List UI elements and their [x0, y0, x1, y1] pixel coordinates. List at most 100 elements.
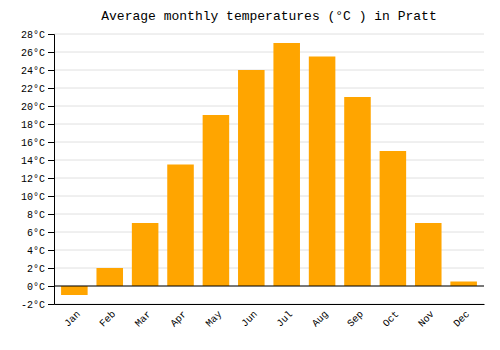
x-tick: Sep	[345, 309, 366, 330]
x-tick: Oct	[381, 309, 402, 330]
y-tick: 0°C	[27, 282, 54, 293]
y-tick-mark	[48, 52, 54, 53]
grid-line	[54, 142, 484, 143]
y-tick: 12°C	[21, 174, 54, 185]
bar	[450, 282, 477, 287]
bar	[203, 115, 230, 286]
y-tick: 6°C	[27, 228, 54, 239]
y-tick-label: 0°C	[27, 282, 45, 293]
bar	[415, 223, 442, 286]
grid-line	[54, 70, 484, 71]
grid-line	[54, 34, 484, 35]
y-tick: 28°C	[21, 30, 54, 41]
grid-line	[54, 106, 484, 107]
y-tick-label: 16°C	[21, 138, 45, 149]
y-tick-mark	[48, 214, 54, 215]
x-tick-label: Nov	[416, 309, 437, 330]
y-tick-mark	[48, 34, 54, 35]
x-axis: Jan Feb Mar Apr May Jun Jul Aug Sep Oct Nov Dec	[55, 305, 485, 330]
y-tick: 14°C	[21, 156, 54, 167]
y-tick: 2°C	[27, 264, 54, 275]
y-tick-mark	[48, 88, 54, 89]
x-tick: Jan	[62, 309, 83, 330]
y-tick-label: 20°C	[21, 102, 45, 113]
x-tick-label: May	[204, 309, 225, 330]
x-axis-line	[55, 304, 485, 305]
zero-line	[54, 285, 484, 286]
y-tick: 20°C	[21, 102, 54, 113]
x-tick: Nov	[416, 309, 437, 330]
y-tick-label: 12°C	[21, 174, 45, 185]
y-axis-line	[48, 35, 55, 305]
x-tick-label: Dec	[452, 309, 473, 330]
y-tick-label: 24°C	[21, 66, 45, 77]
x-tick: Jul	[275, 309, 296, 330]
x-tick-label: Mar	[133, 309, 154, 330]
x-tick: Apr	[168, 309, 189, 330]
x-tick-label: Jan	[62, 309, 83, 330]
x-tick: Feb	[98, 309, 119, 330]
bar	[273, 43, 300, 286]
y-tick: 16°C	[21, 138, 54, 149]
y-tick: 24°C	[21, 66, 54, 77]
grid-line	[54, 214, 484, 215]
title: Average monthly temperatures (°C ) in Pr…	[101, 9, 436, 24]
y-tick-label: 2°C	[27, 264, 45, 275]
y-tick-label: 6°C	[27, 228, 45, 239]
y-tick-mark	[48, 124, 54, 125]
y-tick-mark	[48, 142, 54, 143]
y-tick: 10°C	[21, 192, 54, 203]
x-tick-label: Jun	[239, 309, 260, 330]
grid-line	[54, 124, 484, 125]
y-tick: -2°C	[21, 300, 54, 311]
y-axis: -2°C 0°C 2°C 4°C 6°C 8°C 10°C 12°C 14°C 16°C 18°C 2…	[21, 30, 55, 311]
bar	[132, 223, 159, 286]
y-tick: 18°C	[21, 120, 54, 131]
bar	[238, 70, 265, 286]
y-tick: 22°C	[21, 84, 54, 95]
x-tick-label: Jul	[275, 309, 296, 330]
bar	[309, 57, 336, 287]
x-tick: Jun	[239, 309, 260, 330]
bars	[61, 43, 477, 295]
grid-line	[54, 196, 484, 197]
y-tick-mark	[48, 286, 54, 287]
y-tick-label: 18°C	[21, 120, 45, 131]
plot: -2°C 0°C 2°C 4°C 6°C 8°C 10°C 12°C 14°C 16°C 18°C 2…	[21, 30, 485, 330]
x-tick: Aug	[310, 309, 331, 330]
y-tick-label: 14°C	[21, 156, 45, 167]
y-tick-label: -2°C	[21, 300, 45, 311]
y-tick-mark	[48, 106, 54, 107]
grid-line	[54, 286, 484, 287]
grid-line	[54, 88, 484, 89]
y-tick-mark	[48, 232, 54, 233]
y-tick-label: 26°C	[21, 48, 45, 59]
bar	[380, 151, 407, 286]
bar	[61, 286, 88, 295]
y-tick-label: 4°C	[27, 246, 45, 257]
x-tick: Mar	[133, 309, 154, 330]
x-tick-label: Aug	[310, 309, 331, 330]
x-tick-label: Feb	[98, 309, 119, 330]
x-tick-label: Sep	[345, 309, 366, 330]
y-tick-label: 22°C	[21, 84, 45, 95]
y-tick-label: 28°C	[21, 30, 45, 41]
grid-line	[54, 52, 484, 53]
bar	[96, 268, 123, 286]
bar	[167, 165, 194, 287]
x-tick-label: Apr	[168, 309, 189, 330]
y-tick-mark	[48, 250, 54, 251]
y-tick-label: 10°C	[21, 192, 45, 203]
y-tick-mark	[48, 160, 54, 161]
y-tick: 4°C	[27, 246, 54, 257]
y-tick-mark	[48, 268, 54, 269]
grid-line	[54, 304, 484, 305]
x-tick-label: Oct	[381, 309, 402, 330]
y-tick: 8°C	[27, 210, 54, 221]
chart: -2°C 0°C 2°C 4°C 6°C 8°C 10°C 12°C 14°C 16°C 18°C 2…	[0, 0, 500, 350]
x-tick: Dec	[452, 309, 473, 330]
grid	[54, 34, 484, 304]
y-tick-mark	[48, 70, 54, 71]
grid-line	[54, 160, 484, 161]
y-tick-mark	[48, 178, 54, 179]
